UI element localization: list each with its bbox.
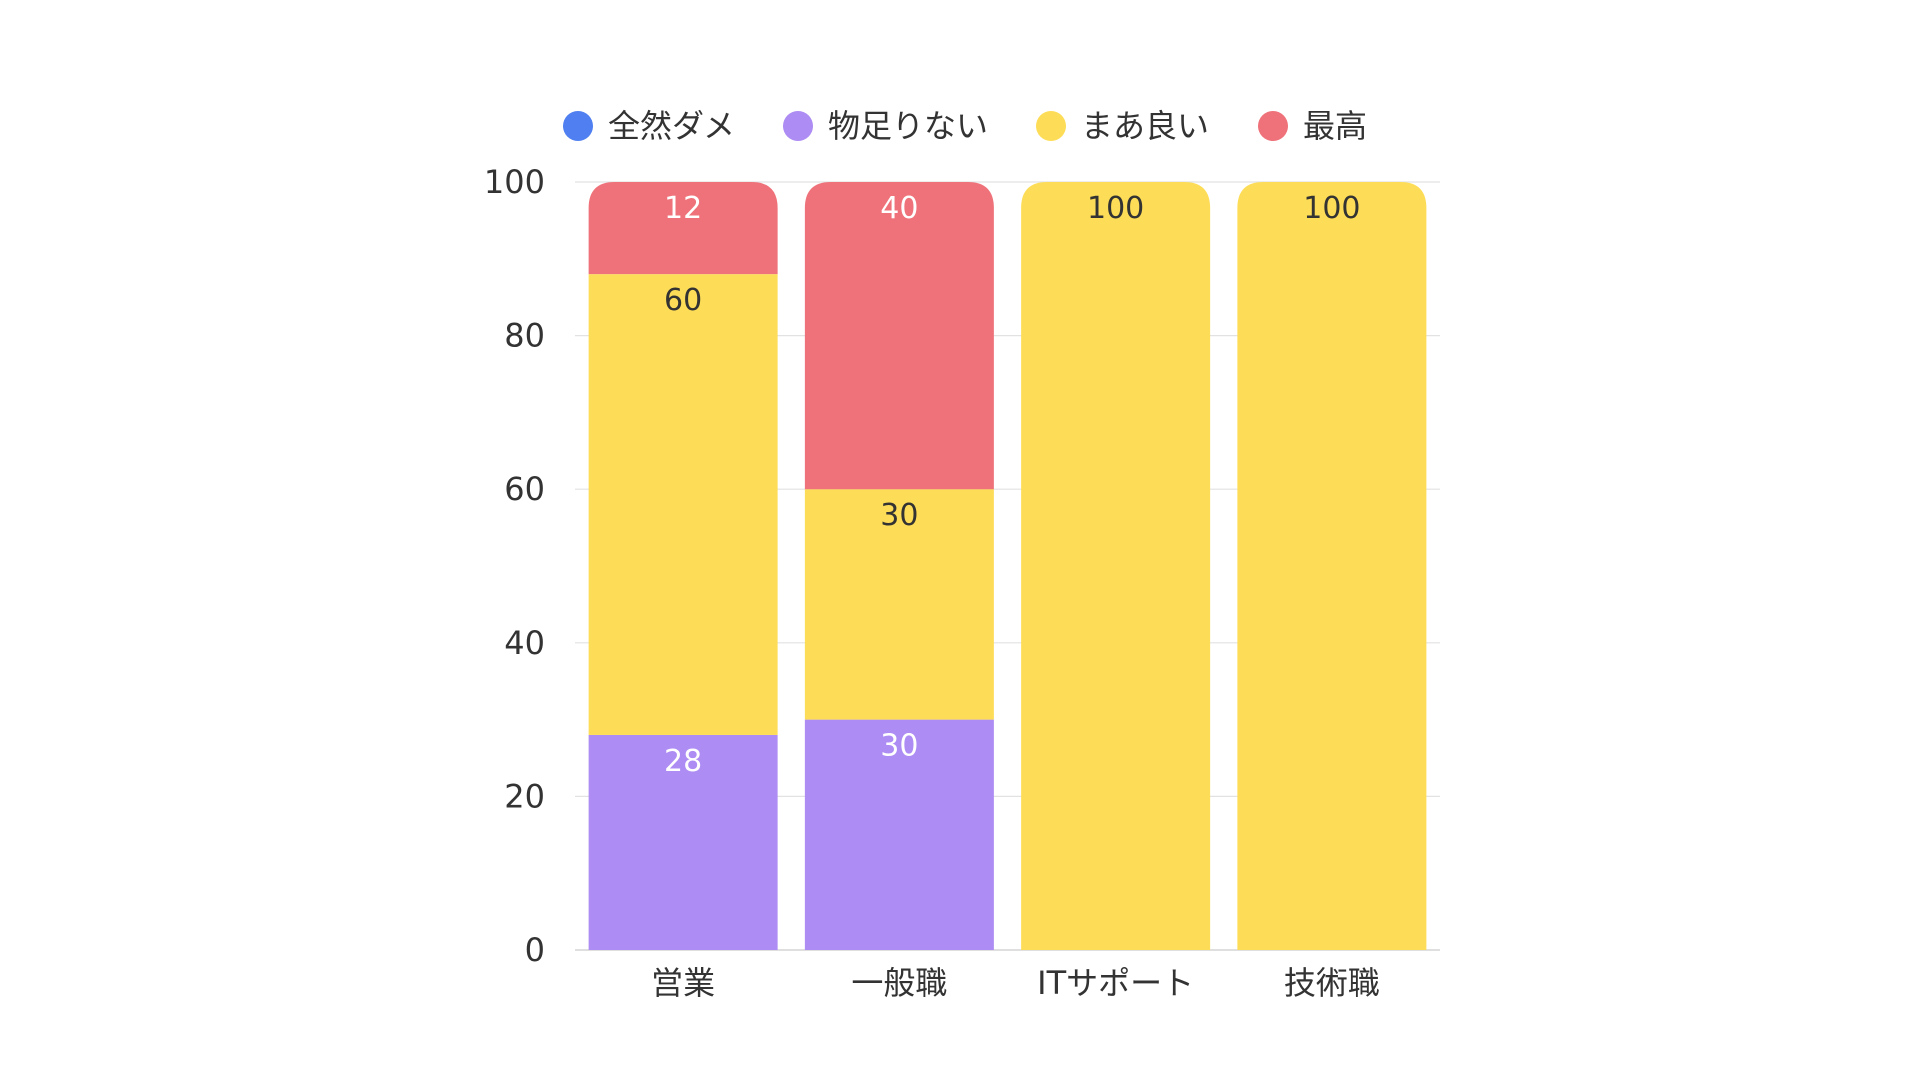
legend-label: 全然ダメ — [608, 107, 735, 145]
y-tick-label: 100 — [484, 163, 545, 201]
legend-swatch — [1036, 111, 1066, 141]
legend-swatch — [783, 111, 813, 141]
bar-segment — [804, 719, 994, 950]
y-tick-label: 0 — [525, 931, 545, 969]
x-category-label: 技術職 — [1284, 964, 1380, 1002]
data-label: 60 — [664, 283, 702, 318]
legend-label: 最高 — [1303, 107, 1367, 145]
legend-label: まあ良い — [1081, 107, 1209, 145]
data-label: 40 — [880, 191, 918, 226]
data-label: 30 — [880, 729, 918, 764]
y-tick-label: 60 — [504, 470, 545, 508]
bar-segment — [1021, 182, 1211, 950]
bar-segment — [588, 274, 778, 735]
bar-segment — [804, 182, 994, 490]
y-tick-label: 40 — [504, 624, 545, 662]
data-label: 100 — [1303, 191, 1360, 226]
legend-label: 物足りない — [828, 107, 988, 145]
bar-segment — [804, 489, 994, 720]
bars — [588, 182, 1427, 950]
x-category-label: 一般職 — [851, 964, 947, 1002]
y-tick-label: 20 — [504, 777, 545, 815]
data-labels: 28 60 12 30 30 40 100 100 — [664, 191, 1360, 779]
legend: 全然ダメ 物足りない まあ良い 最高 — [563, 107, 1367, 145]
legend-swatch — [563, 111, 593, 141]
x-category-label: ITサポート — [1037, 964, 1194, 1002]
axes: 0 20 40 60 80 100 営業 一般職 ITサポート 技術職 — [484, 163, 1380, 1002]
bar-segment — [588, 734, 778, 950]
legend-swatch — [1258, 111, 1288, 141]
data-label: 30 — [880, 498, 918, 533]
x-category-label: 営業 — [651, 964, 715, 1002]
data-label: 100 — [1087, 191, 1144, 226]
bar-segment — [1237, 182, 1427, 950]
data-label: 12 — [664, 191, 702, 226]
bar-segment — [588, 182, 778, 275]
y-tick-label: 80 — [504, 317, 545, 355]
data-label: 28 — [664, 744, 702, 779]
